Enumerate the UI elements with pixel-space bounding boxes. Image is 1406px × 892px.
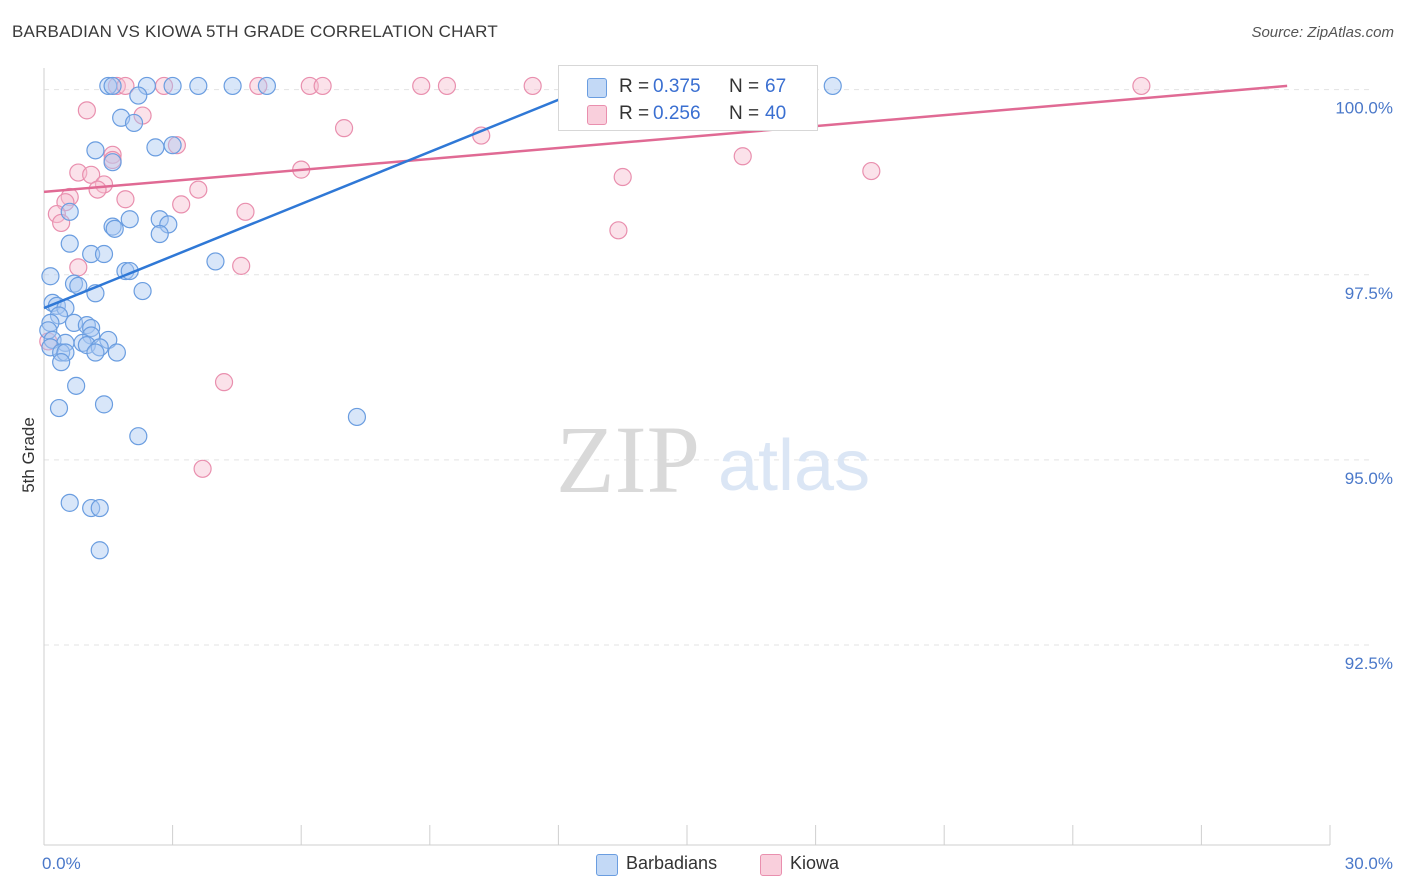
y-tick-label-3: 92.5% — [1345, 654, 1393, 673]
barbadians-point-28 — [41, 267, 60, 286]
kiowa-point-36 — [232, 256, 251, 275]
barbadians-point-13 — [86, 141, 105, 160]
kiowa-point-13 — [334, 119, 354, 138]
kiowa-point-35 — [69, 258, 88, 277]
barbadians-point-20 — [150, 224, 169, 244]
kiowa-point-29 — [116, 190, 135, 209]
barbadians-r-label: R = — [619, 76, 650, 97]
barbadians-point-15 — [60, 202, 79, 221]
y-tick-label-2: 95.0% — [1345, 469, 1393, 488]
barbadians-point-62 — [90, 498, 109, 518]
barbadians-point-32 — [133, 281, 152, 301]
barbadians-r-value: 0.375 — [653, 76, 701, 97]
kiowa-swatch — [587, 105, 607, 125]
kiowa-point-5 — [313, 76, 332, 96]
kiowa-n-value: 40 — [765, 103, 787, 124]
barbadians-point-63 — [90, 541, 109, 560]
barbadians-point-17 — [150, 210, 169, 229]
trend-layer — [43, 84, 1288, 310]
kiowa-point-6 — [412, 76, 431, 96]
barbadians-n-value: 67 — [765, 76, 787, 97]
legend-row-kiowa: R = 0.256 N = 40 — [559, 101, 817, 129]
kiowa-point-10 — [1132, 76, 1151, 96]
barbadians-point-21 — [105, 219, 124, 238]
barbadians-point-51 — [56, 343, 75, 362]
x-tick-label-1: 30.0% — [1345, 854, 1393, 873]
kiowa-point-20 — [862, 161, 881, 181]
legend-row-barbadians: R = 0.375 N = 67 — [559, 74, 817, 102]
watermark-atlas: atlas — [718, 426, 870, 506]
kiowa-point-8 — [523, 76, 542, 96]
barbadians-trendline — [43, 84, 594, 310]
barbadians-legend-swatch — [596, 854, 618, 876]
points-layer — [39, 76, 1151, 560]
barbadians-point-59 — [129, 427, 148, 446]
chart-title: BARBADIAN VS KIOWA 5TH GRADE CORRELATION… — [12, 22, 498, 41]
axes-layer — [43, 68, 1331, 846]
kiowa-point-24 — [613, 167, 632, 187]
kiowa-point-4 — [300, 76, 319, 96]
kiowa-point-39 — [193, 459, 212, 478]
kiowa-n-label: N = — [729, 103, 760, 124]
chart-source: Source: ZipAtlas.com — [1251, 24, 1394, 41]
barbadians-swatch — [587, 78, 607, 98]
y-tick-label-1: 97.5% — [1345, 284, 1393, 303]
kiowa-trendline — [43, 84, 1288, 194]
barbadians-point-52 — [86, 343, 105, 362]
barbadians-point-57 — [94, 395, 114, 414]
kiowa-r-label: R = — [619, 103, 650, 124]
barbadians-point-10 — [124, 113, 144, 133]
grid-layer — [44, 89, 1370, 646]
barbadians-point-58 — [347, 407, 367, 427]
barbadians-point-22 — [60, 234, 79, 253]
barbadians-legend-label: Barbadians — [626, 853, 718, 873]
labels-layer: 100.0% 97.5% 95.0% 92.5% 0.0% 30.0% 5th Grade — [19, 99, 1393, 873]
barbadians-point-55 — [67, 376, 86, 395]
kiowa-point-25 — [189, 180, 208, 199]
barbadians-point-56 — [49, 398, 69, 418]
kiowa-point-38 — [214, 373, 234, 392]
barbadians-point-3 — [163, 76, 182, 96]
barbadians-point-14 — [103, 153, 122, 172]
kiowa-point-16 — [167, 136, 186, 155]
y-tick-label-0: 100.0% — [1335, 99, 1393, 118]
barbadians-point-0 — [99, 76, 118, 96]
barbadians-point-60 — [60, 493, 79, 512]
kiowa-point-11 — [77, 101, 96, 120]
barbadians-point-54 — [52, 353, 71, 372]
barbadians-point-6 — [257, 76, 277, 96]
kiowa-legend-swatch — [760, 854, 782, 876]
barbadians-point-7 — [823, 76, 842, 96]
barbadians-point-25 — [206, 252, 225, 271]
kiowa-point-32 — [236, 202, 255, 221]
barbadians-point-12 — [146, 138, 165, 157]
y-axis-label: 5th Grade — [19, 417, 38, 493]
barbadians-point-1 — [103, 76, 122, 96]
kiowa-point-15 — [103, 145, 122, 164]
watermark: ZIP atlas — [556, 406, 870, 513]
barbadians-point-8 — [129, 86, 148, 105]
watermark-zip: ZIP — [556, 406, 700, 513]
barbadians-point-23 — [82, 244, 101, 264]
kiowa-r-value: 0.256 — [653, 103, 701, 124]
barbadians-n-label: N = — [729, 76, 760, 97]
barbadians-point-50 — [52, 343, 71, 362]
stats-legend: R = 0.375 N = 67 R = 0.256 N = 40 — [558, 65, 818, 131]
kiowa-legend-label: Kiowa — [790, 853, 840, 873]
kiowa-point-18 — [733, 147, 752, 166]
barbadians-point-24 — [94, 244, 114, 264]
kiowa-point-7 — [437, 76, 457, 96]
barbadians-point-40 — [82, 318, 101, 338]
barbadians-point-53 — [107, 343, 126, 362]
barbadians-point-11 — [163, 136, 182, 155]
kiowa-point-34 — [609, 221, 628, 240]
barbadians-point-16 — [120, 210, 139, 229]
x-tick-label-0: 0.0% — [42, 854, 81, 873]
barbadians-point-4 — [189, 76, 208, 96]
kiowa-point-30 — [172, 195, 191, 214]
kiowa-point-26 — [88, 180, 107, 199]
barbadians-point-5 — [223, 76, 242, 96]
